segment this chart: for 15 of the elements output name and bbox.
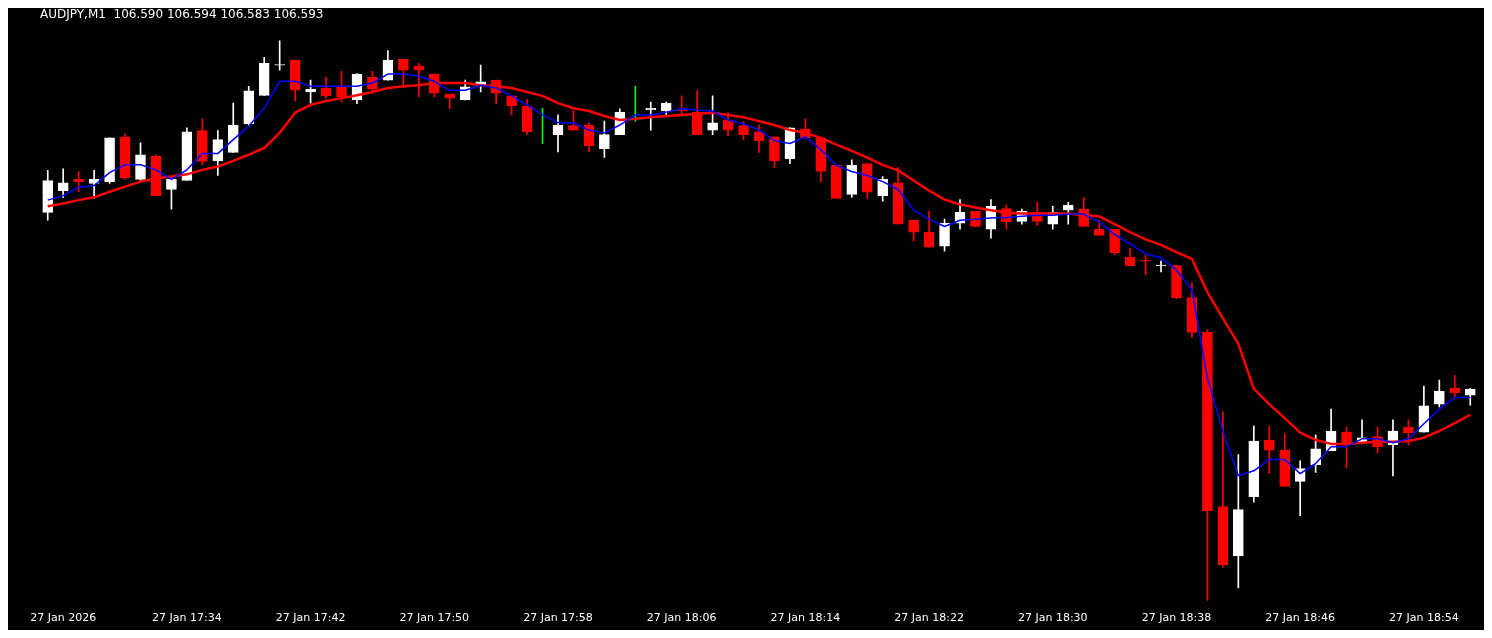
x-tick-label: 27 Jan 17:34 <box>152 611 222 625</box>
x-tick-label: 27 Jan 18:22 <box>894 611 964 625</box>
candlestick <box>1155 260 1167 273</box>
x-tick-label: 27 Jan 18:06 <box>646 611 717 625</box>
x-tick-label: 27 Jan 18:14 <box>770 611 841 625</box>
x-tick-label: 27 Jan 18:46 <box>1265 611 1336 625</box>
x-tick-label: 27 Jan 17:50 <box>399 611 470 625</box>
x-tick-label: 27 Jan 18:38 <box>1141 611 1212 625</box>
candlestick <box>1263 425 1275 474</box>
x-tick-label: 27 Jan 17:58 <box>523 611 593 625</box>
x-tick-label: 27 Jan 18:54 <box>1389 611 1459 625</box>
x-tick-label: 27 Jan 17:42 <box>275 611 346 625</box>
chart-title: AUDJPY,M1 106.590 106.594 106.583 106.593 <box>40 7 324 22</box>
x-tick-label: 27 Jan 18:30 <box>1017 611 1088 625</box>
x-tick-label: 27 Jan 2026 <box>30 611 97 625</box>
